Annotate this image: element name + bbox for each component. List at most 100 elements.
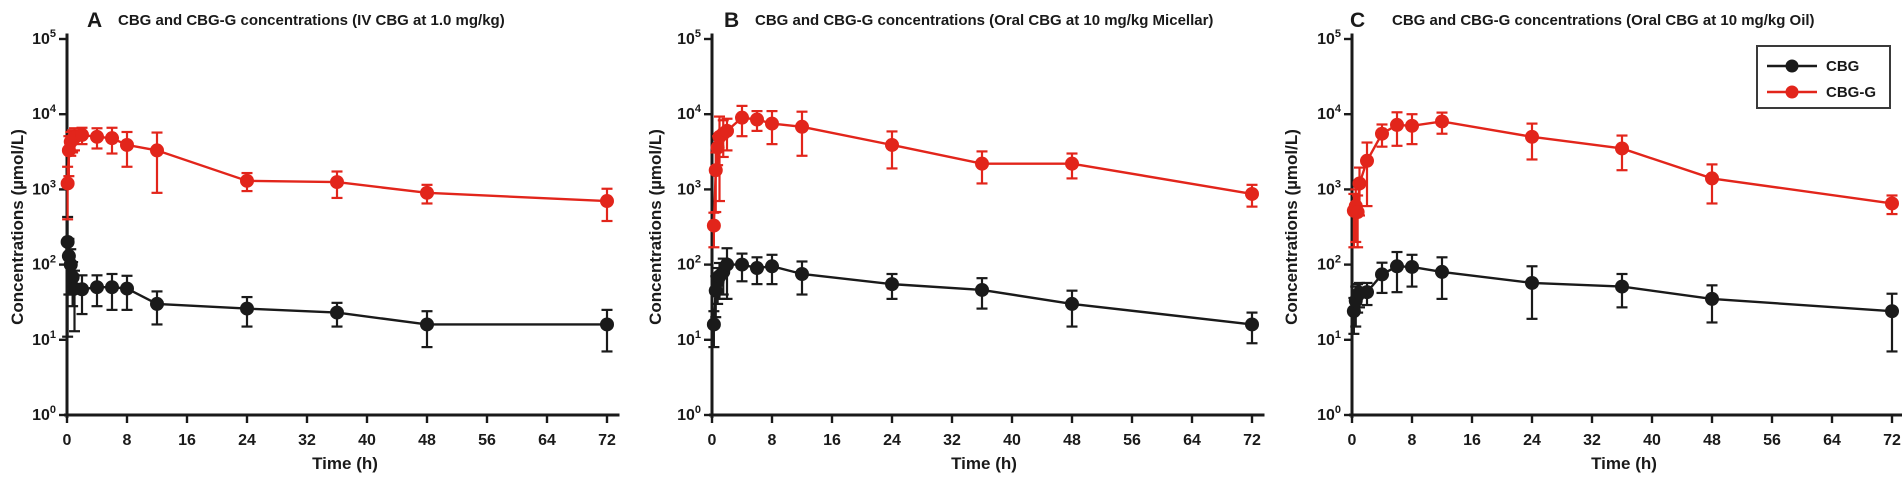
y-tick-label: 100 — [677, 404, 701, 424]
legend-label-cbg-g: CBG-G — [1826, 84, 1876, 101]
data-point-CBG — [1065, 296, 1079, 311]
data-point-CBG-G — [75, 127, 89, 142]
data-point-CBG — [420, 317, 434, 332]
x-tick-label: 16 — [1463, 432, 1481, 449]
data-point-CBG — [65, 270, 80, 285]
data-point-CBG-G — [720, 123, 734, 138]
x-tick-label: 40 — [1643, 432, 1661, 449]
x-tick-label: 72 — [598, 432, 616, 449]
data-point-CBG-G — [1065, 156, 1079, 171]
data-point-CBG — [1405, 259, 1419, 274]
data-point-CBG-G — [1375, 126, 1389, 141]
y-tick-label: 102 — [32, 254, 56, 274]
x-tick-label: 64 — [1183, 432, 1201, 449]
data-point-CBG-G — [1245, 186, 1259, 201]
data-point-CBG-G — [150, 143, 164, 158]
y-tick-label: 104 — [1317, 103, 1342, 123]
data-point-CBG — [765, 259, 779, 274]
data-point-CBG — [330, 305, 344, 320]
x-tick-label: 56 — [1763, 432, 1781, 449]
data-point-CBG — [720, 257, 734, 272]
panel-b: 0 8 16 24 32 40 48 56 64 72 100 101 102 103 104 105 B C… — [634, 0, 1268, 487]
data-point-CBG-G — [1705, 171, 1719, 186]
x-tick-label: 0 — [63, 432, 72, 449]
y-tick-label: 105 — [32, 28, 56, 48]
panel-a: 0 8 16 24 32 40 48 56 64 72 100 101 102 103 104 105 A C… — [0, 0, 634, 487]
panel-b-x-axis-label: Time (h) — [951, 454, 1017, 473]
data-point-CBG — [63, 257, 78, 272]
data-point-CBG-G — [1615, 141, 1629, 156]
y-tick-label: 102 — [1317, 254, 1341, 274]
x-tick-label: 72 — [1883, 432, 1901, 449]
data-point-CBG-G — [885, 137, 899, 152]
x-tick-label: 24 — [883, 432, 901, 449]
data-point-CBG-G — [1360, 153, 1374, 168]
x-tick-label: 16 — [823, 432, 841, 449]
x-tick-label: 64 — [1823, 432, 1841, 449]
y-tick-label: 101 — [677, 329, 701, 349]
y-tick-label: 105 — [1317, 28, 1341, 48]
data-point-CBG — [795, 266, 809, 281]
panel-b-chart: 0 8 16 24 32 40 48 56 64 72 100 101 102 103 104 105 B C… — [646, 9, 1265, 473]
y-tick-label: 104 — [32, 103, 57, 123]
panel-a-letter: A — [87, 9, 102, 32]
y-tick-label: 101 — [1317, 329, 1341, 349]
data-point-CBG-G — [1435, 114, 1449, 129]
data-point-CBG-G — [1390, 117, 1404, 132]
data-point-CBG — [1245, 317, 1259, 332]
chart-area: 0 8 16 24 32 40 48 56 64 72 100 101 102 103 104 105 — [32, 28, 620, 449]
panel-b-letter: B — [724, 9, 739, 32]
x-tick-label: 48 — [1063, 432, 1081, 449]
legend: CBG CBG-G — [1756, 45, 1891, 109]
panel-c-title: CBG and CBG-G concentrations (Oral CBG a… — [1392, 12, 1815, 29]
data-point-CBG-G — [120, 137, 134, 152]
x-tick-label: 24 — [1523, 432, 1541, 449]
x-tick-label: 48 — [1703, 432, 1721, 449]
panel-c-chart: 0 8 16 24 32 40 48 56 64 72 100 101 102 103 104 105 C C… — [1282, 9, 1902, 473]
data-point-CBG-G — [420, 185, 434, 200]
data-point-CBG — [1435, 264, 1449, 279]
data-point-CBG-G — [706, 218, 721, 233]
y-tick-label: 101 — [32, 329, 56, 349]
data-point-CBG-G — [750, 112, 764, 127]
x-tick-label: 64 — [538, 432, 556, 449]
data-point-CBG — [1615, 279, 1629, 294]
x-tick-label: 32 — [298, 432, 316, 449]
data-point-CBG — [706, 317, 721, 332]
x-tick-label: 56 — [478, 432, 496, 449]
legend-marker-cbg — [1785, 59, 1799, 73]
panel-c-x-axis-label: Time (h) — [1591, 454, 1657, 473]
data-point-CBG — [240, 301, 254, 316]
data-point-CBG-G — [1885, 196, 1899, 211]
data-point-CBG-G — [735, 110, 749, 125]
data-point-CBG-G — [240, 173, 254, 188]
y-tick-label: 100 — [1317, 404, 1341, 424]
data-point-CBG-G — [975, 156, 989, 171]
data-point-CBG-G — [60, 176, 75, 191]
panel-a-title: CBG and CBG-G concentrations (IV CBG at … — [118, 12, 505, 29]
legend-box — [1756, 45, 1891, 109]
y-tick-label: 105 — [677, 28, 701, 48]
data-point-CBG — [60, 234, 75, 249]
y-tick-label: 104 — [677, 103, 702, 123]
y-tick-label: 103 — [32, 178, 56, 198]
data-point-CBG — [1885, 304, 1899, 319]
x-tick-label: 0 — [1348, 432, 1357, 449]
x-tick-label: 40 — [358, 432, 376, 449]
x-tick-label: 40 — [1003, 432, 1021, 449]
chart-area: 0 8 16 24 32 40 48 56 64 72 100 101 102 103 104 105 — [1317, 28, 1902, 449]
panel-c: 0 8 16 24 32 40 48 56 64 72 100 101 102 103 104 105 C C… — [1268, 0, 1902, 487]
x-tick-label: 48 — [418, 432, 436, 449]
y-tick-label: 103 — [677, 178, 701, 198]
data-point-CBG — [1525, 275, 1539, 290]
data-point-CBG — [1390, 259, 1404, 274]
x-tick-label: 8 — [123, 432, 132, 449]
x-tick-label: 32 — [1583, 432, 1601, 449]
panel-b-y-axis-label: Concentrations (µmol/L) — [646, 129, 665, 325]
y-tick-label: 100 — [32, 404, 56, 424]
data-point-CBG-G — [105, 131, 119, 146]
x-tick-label: 24 — [238, 432, 256, 449]
legend-label-cbg: CBG — [1826, 58, 1859, 75]
data-point-CBG-G — [708, 163, 723, 178]
